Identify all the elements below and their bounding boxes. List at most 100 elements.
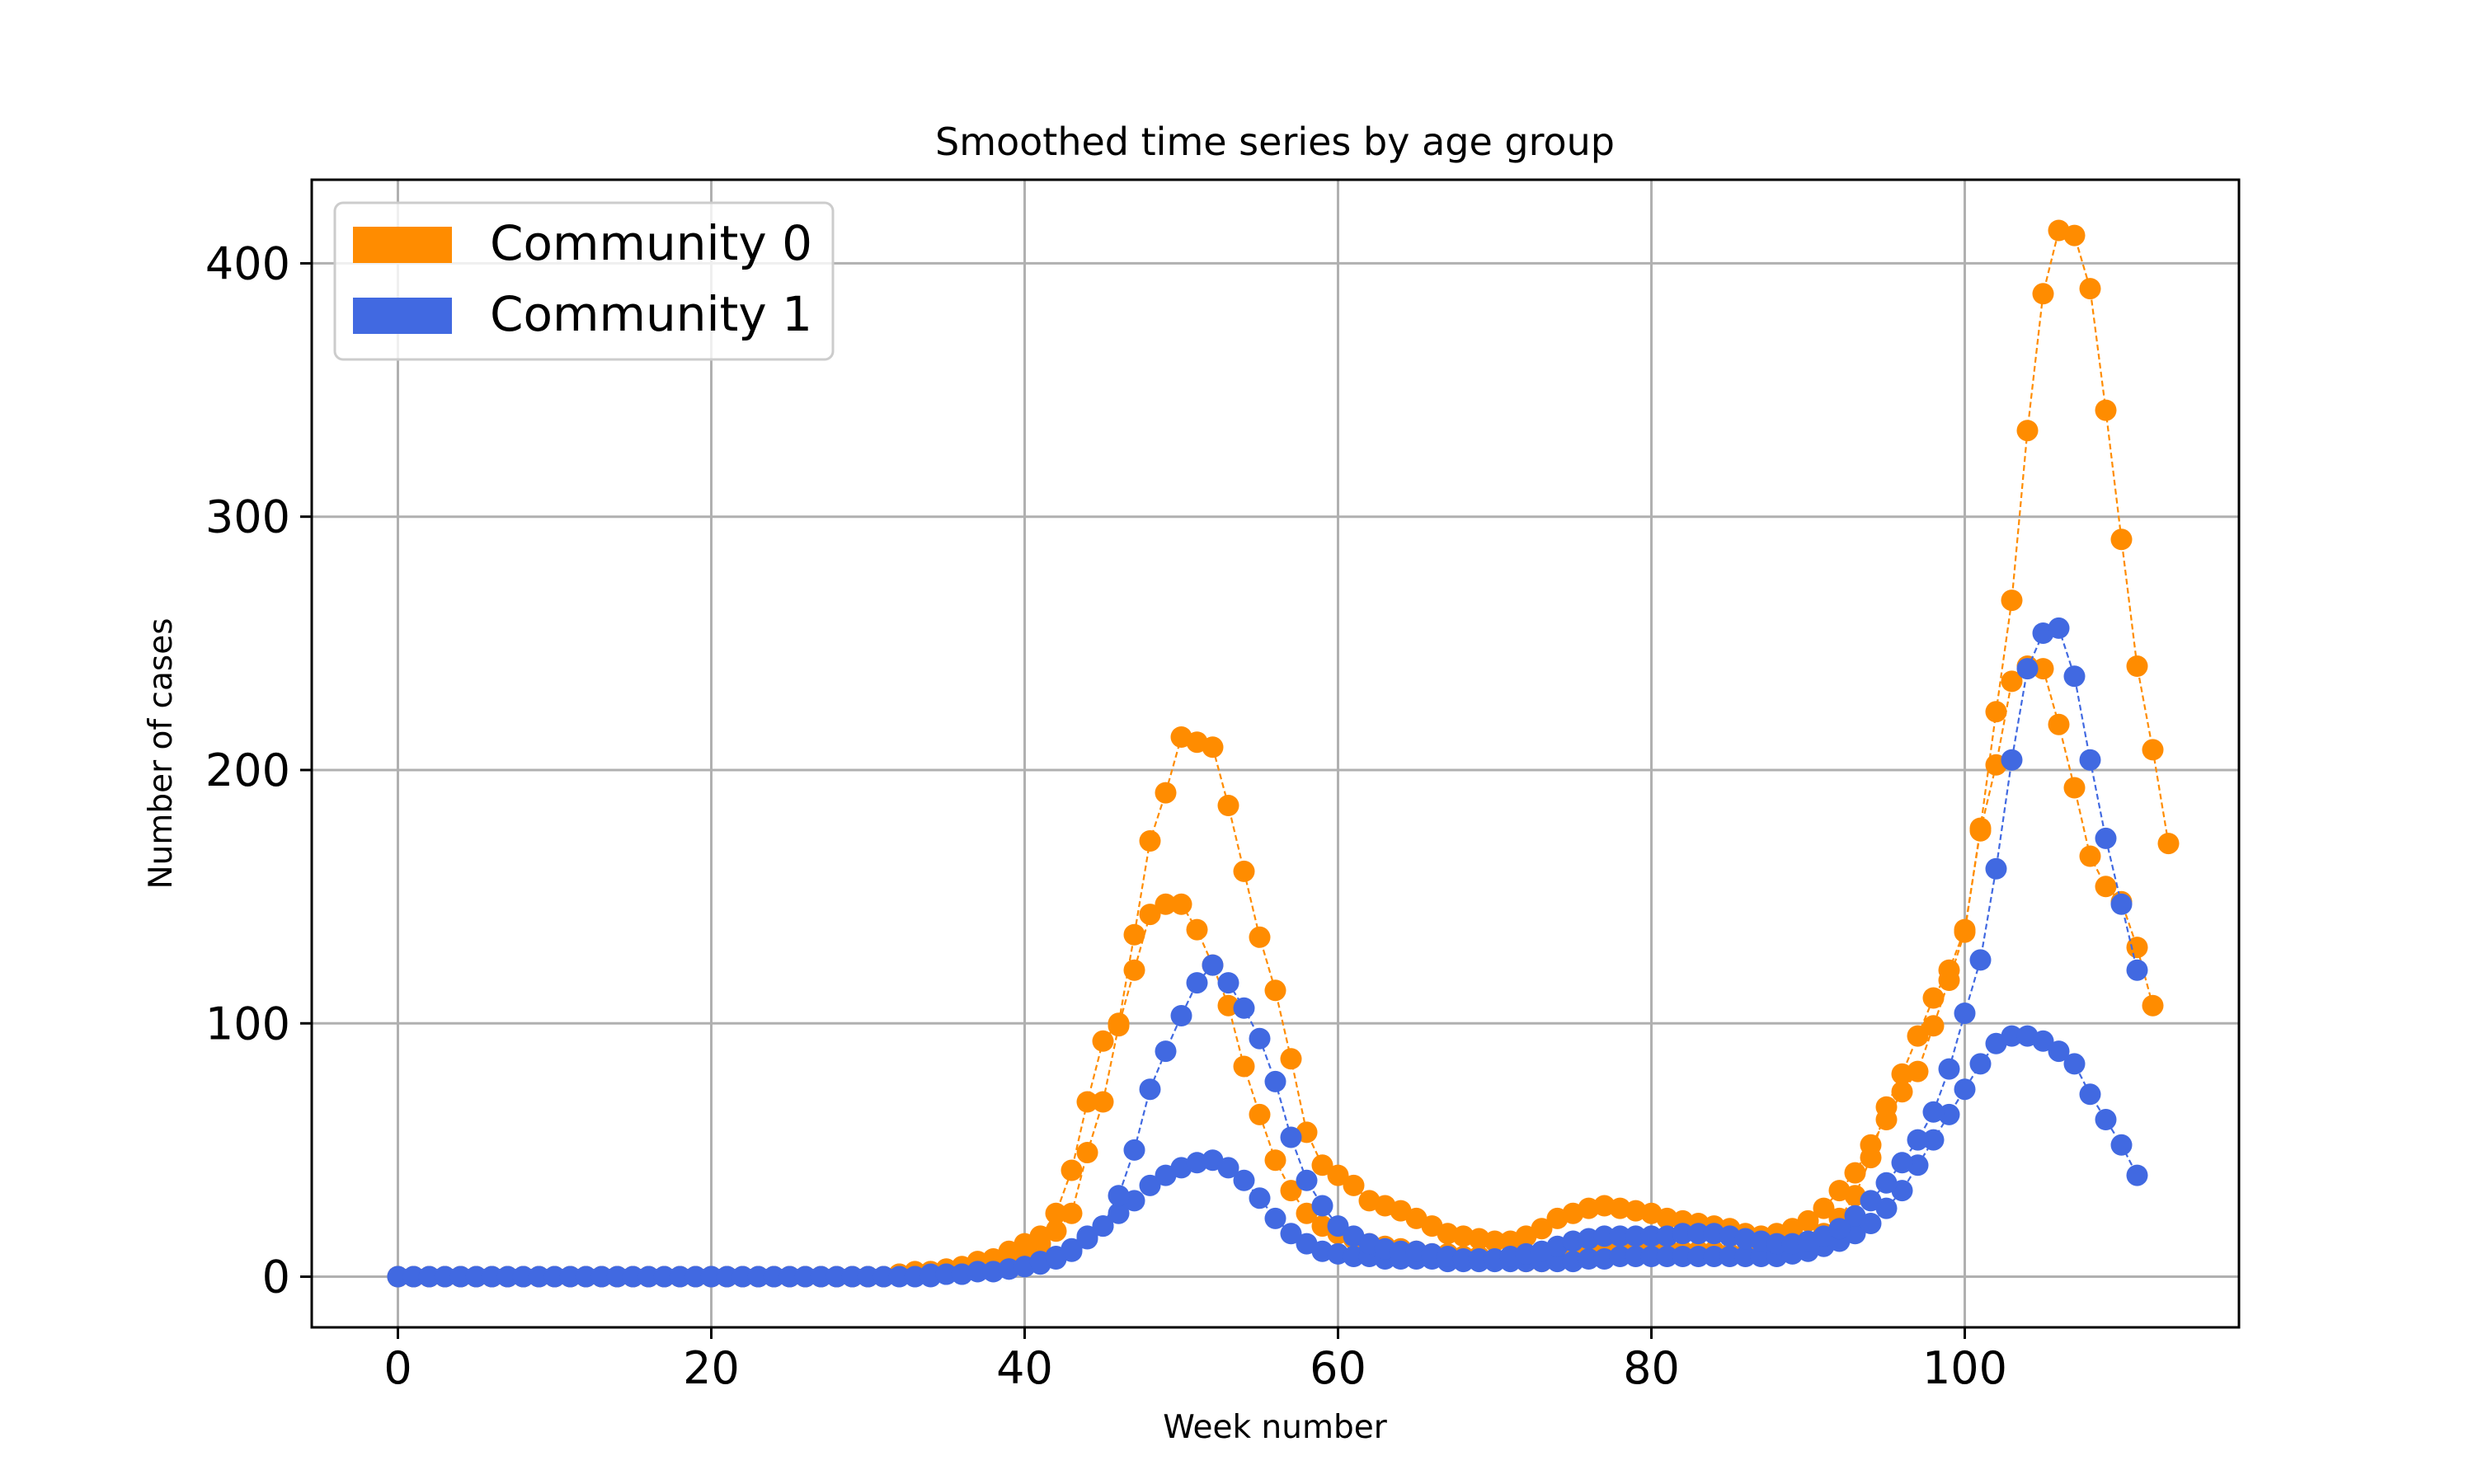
data-point — [1703, 1246, 1725, 1267]
data-point — [2001, 749, 2023, 771]
y-tick-label: 200 — [205, 744, 290, 796]
data-point — [1170, 893, 1192, 915]
data-point — [590, 1266, 613, 1288]
data-point — [1061, 1237, 1083, 1260]
data-point — [2048, 617, 2070, 639]
data-point — [1280, 1126, 1302, 1148]
data-point — [449, 1266, 472, 1288]
data-point — [1687, 1246, 1710, 1267]
data-point — [810, 1266, 832, 1288]
data-point — [402, 1266, 425, 1288]
data-point — [935, 1263, 957, 1285]
data-point — [2126, 655, 2148, 677]
data-point — [2063, 665, 2086, 688]
data-point — [1625, 1225, 1647, 1247]
data-point — [1922, 1015, 1945, 1037]
data-point — [2079, 749, 2101, 771]
data-point — [2110, 893, 2133, 915]
data-point — [1076, 1142, 1098, 1163]
data-point — [1985, 857, 2007, 880]
x-tick-label: 100 — [1922, 1342, 2007, 1394]
data-point — [1327, 1215, 1349, 1237]
data-point — [1625, 1246, 1647, 1267]
x-tick-label: 40 — [996, 1342, 1053, 1394]
data-point — [1938, 970, 1960, 991]
data-point — [1139, 1078, 1161, 1101]
data-point — [1264, 1207, 1286, 1229]
data-point — [1264, 979, 1286, 1002]
data-point — [731, 1266, 754, 1288]
data-point — [1202, 954, 1224, 976]
data-point — [1750, 1246, 1772, 1267]
x-tick-label: 60 — [1310, 1342, 1366, 1394]
data-point — [825, 1266, 848, 1288]
data-point — [2063, 777, 2086, 799]
data-point — [1985, 701, 2007, 723]
axis-ticks: 0 20 40 60 80 100 0 100 200 300 400 — [205, 237, 2007, 1394]
data-point — [1656, 1246, 1678, 1267]
data-point — [2032, 658, 2054, 680]
x-tick-label: 80 — [1623, 1342, 1680, 1394]
data-point — [872, 1266, 895, 1288]
data-point — [1217, 795, 1239, 816]
data-point — [418, 1266, 440, 1288]
data-point — [2048, 713, 2070, 735]
data-point — [1092, 1030, 1114, 1052]
data-point — [559, 1266, 581, 1288]
legend-swatch-community-0 — [353, 227, 452, 263]
data-point — [1233, 860, 1255, 882]
data-point — [2110, 1134, 2133, 1156]
data-point — [1264, 1149, 1286, 1172]
data-point — [1766, 1233, 1788, 1255]
y-tick-label: 100 — [205, 998, 290, 1050]
data-point — [1108, 1012, 1130, 1035]
data-point — [1969, 1053, 1992, 1075]
data-point — [622, 1266, 644, 1288]
data-point — [1233, 1055, 1255, 1078]
data-point — [1029, 1225, 1051, 1247]
data-point — [1311, 1154, 1333, 1176]
data-point — [1217, 972, 1239, 994]
data-point — [1891, 1152, 1913, 1174]
data-point — [512, 1266, 534, 1288]
data-point — [465, 1266, 487, 1288]
data-point — [1296, 1169, 1318, 1191]
data-point — [2079, 1083, 2101, 1106]
data-point — [1860, 1134, 1882, 1156]
data-point — [2095, 1109, 2117, 1130]
data-point — [1139, 1174, 1161, 1196]
chart-title: Smoothed time series by age group — [935, 120, 1615, 164]
data-point — [1907, 1129, 1929, 1151]
data-point — [2063, 224, 2086, 247]
data-point — [904, 1266, 926, 1288]
data-point — [1828, 1180, 1851, 1202]
data-point — [2016, 658, 2039, 680]
data-point — [1609, 1246, 1631, 1267]
data-point — [1123, 923, 1145, 946]
data-point — [841, 1266, 863, 1288]
data-point — [1092, 1091, 1114, 1113]
data-point — [2048, 1040, 2070, 1063]
data-point — [1891, 1081, 1913, 1103]
data-point — [1186, 918, 1208, 941]
data-point — [1954, 921, 1976, 943]
data-point — [1233, 997, 1255, 1019]
data-point — [1155, 1040, 1177, 1063]
data-point — [1092, 1215, 1114, 1237]
data-point — [2142, 994, 2164, 1017]
data-point — [1249, 1103, 1271, 1125]
y-tick-label: 300 — [205, 491, 290, 543]
data-point — [1123, 1139, 1145, 1161]
data-point — [2079, 845, 2101, 867]
data-point — [1672, 1246, 1694, 1267]
data-point — [1233, 1169, 1255, 1191]
data-point — [1343, 1174, 1365, 1196]
data-point — [1108, 1185, 1130, 1207]
data-point — [1061, 1202, 1083, 1224]
data-point — [606, 1266, 628, 1288]
data-point — [1452, 1248, 1475, 1270]
data-point — [1640, 1246, 1663, 1267]
data-point — [2126, 1164, 2148, 1186]
x-tick-label: 0 — [383, 1342, 412, 1394]
